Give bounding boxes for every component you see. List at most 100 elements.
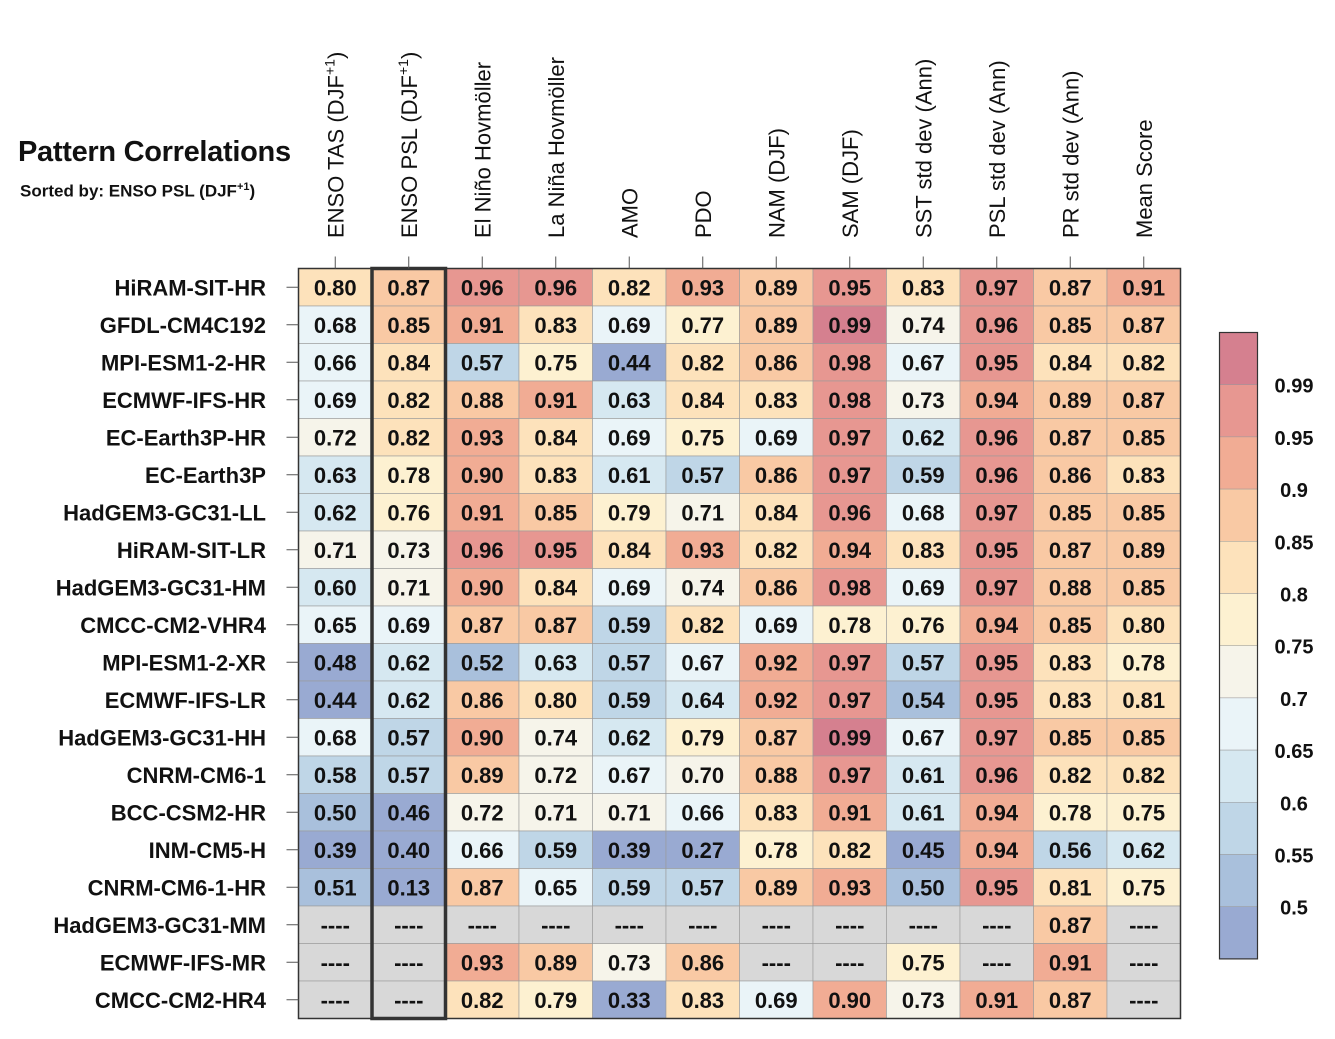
cell-value-label: 0.87 <box>1122 388 1165 413</box>
heatmap-cell <box>739 905 814 944</box>
heatmap-cell <box>959 418 1034 457</box>
cell-value-label: 0.96 <box>461 275 504 300</box>
cell-value-label: 0.83 <box>902 538 945 563</box>
heatmap-cell <box>886 830 961 869</box>
cell-value-label: 0.96 <box>975 313 1018 338</box>
row-label: BCC-CSM2-HR <box>111 800 266 825</box>
heatmap-cell <box>1033 868 1108 907</box>
cell-value-label: 0.85 <box>387 313 430 338</box>
colorbar-segment <box>1219 332 1258 385</box>
heatmap-cell <box>665 568 740 607</box>
cell-value-label: 0.83 <box>1049 650 1092 675</box>
cell-value-label: 0.82 <box>387 425 430 450</box>
heatmap-cell <box>592 380 667 419</box>
cell-value-label: 0.79 <box>681 725 724 750</box>
cell-value-label: 0.68 <box>314 313 357 338</box>
heatmap-cell <box>739 943 814 982</box>
heatmap-cell <box>886 418 961 457</box>
heatmap-cell <box>1033 418 1108 457</box>
column-label-text: SAM (DJF) <box>838 129 863 238</box>
cell-value-label: 0.87 <box>461 875 504 900</box>
heatmap-cell <box>1033 530 1108 569</box>
cell-value-label: 0.83 <box>1122 463 1165 488</box>
heatmap-cell <box>445 643 520 682</box>
heatmap-border <box>297 267 1182 1020</box>
cell-value-label: 0.85 <box>1122 500 1165 525</box>
heatmap-cell <box>812 343 887 382</box>
column-label: PR std dev (Ann) <box>1058 70 1083 238</box>
row-label: HiRAM-SIT-HR <box>114 275 266 300</box>
heatmap-cell <box>812 305 887 344</box>
cell-value-label: 0.66 <box>681 800 724 825</box>
colorbar-tick-label: 0.75 <box>1275 637 1314 659</box>
cell-value-label: 0.59 <box>902 463 945 488</box>
cell-value-label: 0.97 <box>828 688 871 713</box>
heatmap-cell <box>1033 568 1108 607</box>
column-label: SST std dev (Ann) <box>911 59 936 238</box>
cell-value-label: 0.57 <box>681 463 724 488</box>
cell-value-label: 0.75 <box>1122 800 1165 825</box>
cell-value-label: 0.84 <box>681 388 725 413</box>
cell-value-label: 0.85 <box>1049 725 1092 750</box>
heatmap-cell <box>371 530 446 569</box>
cell-value-label: 0.67 <box>681 650 724 675</box>
heatmap-cell <box>1033 605 1108 644</box>
cell-value-label: 0.69 <box>314 388 357 413</box>
cell-value-label: 0.13 <box>387 875 430 900</box>
cell-value-label: 0.40 <box>387 838 430 863</box>
heatmap-cell <box>518 343 593 382</box>
cell-value-label: 0.90 <box>461 575 504 600</box>
heatmap-cell <box>1033 268 1108 307</box>
heatmap-cell <box>518 305 593 344</box>
cell-value-label: 0.62 <box>387 650 430 675</box>
heatmap-cell <box>298 830 373 869</box>
cell-value-label: 0.76 <box>387 500 430 525</box>
column-label: PDO <box>691 190 716 238</box>
cell-value-label: 0.68 <box>902 500 945 525</box>
cell-value-label: 0.72 <box>314 425 357 450</box>
heatmap-cell <box>886 343 961 382</box>
cell-value-label: 0.79 <box>534 988 577 1013</box>
subtitle-superscript: +1 <box>236 181 250 193</box>
heatmap-cell <box>371 305 446 344</box>
cell-value-label: 0.87 <box>387 275 430 300</box>
column-label-text: AMO <box>617 188 642 238</box>
cell-value-label: 0.82 <box>681 350 724 375</box>
heatmap-cell <box>445 305 520 344</box>
cell-value-label: 0.69 <box>755 425 798 450</box>
cell-value-label: ---- <box>982 913 1011 938</box>
cell-value-label: 0.51 <box>314 875 357 900</box>
heatmap-cell <box>371 643 446 682</box>
cell-value-label: 0.77 <box>681 313 724 338</box>
colorbar-segment <box>1219 645 1258 699</box>
cell-value-label: ---- <box>615 913 644 938</box>
cell-value-label: 0.82 <box>461 988 504 1013</box>
cell-value-label: 0.65 <box>314 613 357 638</box>
heatmap-cell <box>1106 455 1181 494</box>
cell-value-label: 0.97 <box>975 500 1018 525</box>
heatmap-cell <box>1106 343 1181 382</box>
cell-value-label: ---- <box>762 913 791 938</box>
heatmap-cell <box>739 680 814 719</box>
heatmap-cell <box>592 943 667 982</box>
cell-value-label: 0.90 <box>828 988 871 1013</box>
cell-value-label: 0.71 <box>314 538 357 563</box>
heatmap-cell <box>665 943 740 982</box>
heatmap-cell <box>886 380 961 419</box>
cell-value-label: 0.91 <box>461 313 504 338</box>
cell-value-label: ---- <box>321 913 350 938</box>
cell-value-label: 0.93 <box>828 875 871 900</box>
cell-value-label: 0.84 <box>755 500 799 525</box>
heatmap-cell <box>739 305 814 344</box>
cell-value-label: 0.82 <box>387 388 430 413</box>
heatmap-cell <box>959 305 1034 344</box>
cell-value-label: 0.96 <box>975 763 1018 788</box>
heatmap-cell <box>1106 830 1181 869</box>
cell-value-label: 0.87 <box>1049 275 1092 300</box>
heatmap-cell <box>298 980 373 1019</box>
cell-value-label: 0.91 <box>1049 950 1092 975</box>
heatmap-cell <box>959 343 1034 382</box>
cell-value-label: ---- <box>909 913 938 938</box>
colorbar-segment <box>1219 749 1258 803</box>
heatmap-cell <box>371 380 446 419</box>
